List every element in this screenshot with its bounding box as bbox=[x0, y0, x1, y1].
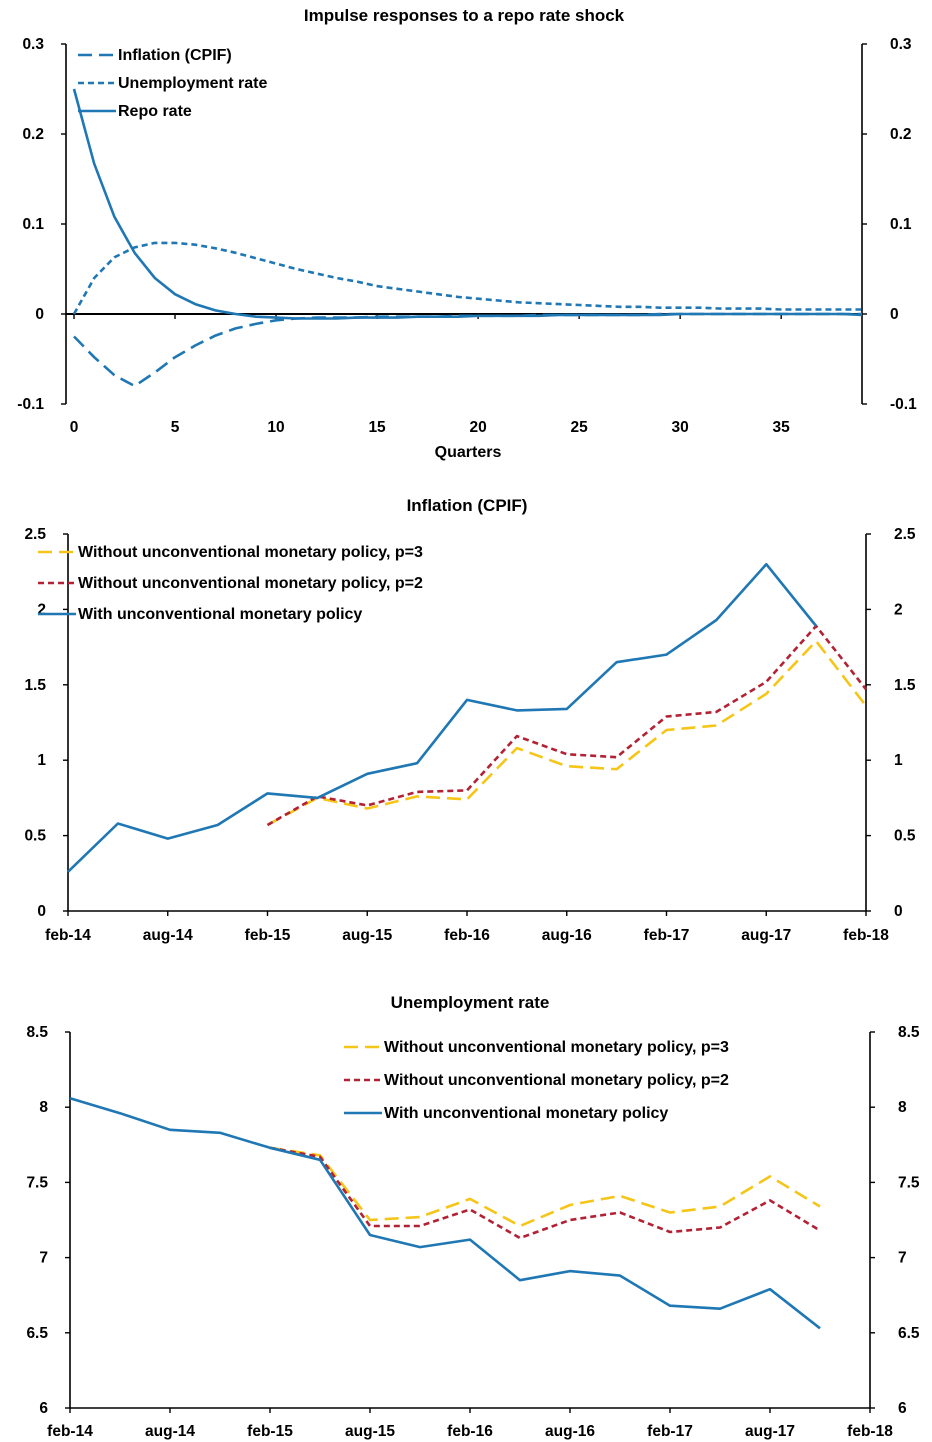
x-tick-label: 35 bbox=[773, 419, 791, 436]
x-tick-label: 5 bbox=[171, 419, 180, 436]
y-tick-label-left: 0.5 bbox=[24, 828, 46, 845]
legend-label: Without unconventional monetary policy, … bbox=[384, 1039, 729, 1056]
x-tick-label: aug-17 bbox=[741, 927, 791, 944]
chart-title: Unemployment rate bbox=[391, 993, 550, 1012]
x-tick-label: feb-18 bbox=[847, 1423, 893, 1440]
series-line-3 bbox=[72, 88, 863, 320]
x-tick-label: aug-16 bbox=[545, 1423, 595, 1440]
chart-title: Inflation (CPIF) bbox=[407, 496, 528, 515]
y-tick-label-left: 7 bbox=[39, 1250, 48, 1267]
y-tick-label-left: 1 bbox=[37, 752, 46, 769]
y-tick-label-right: 0.5 bbox=[894, 828, 916, 845]
x-tick-label: aug-17 bbox=[745, 1423, 795, 1440]
y-tick-label-left: 6 bbox=[39, 1400, 48, 1417]
x-tick-label: 10 bbox=[267, 419, 284, 436]
y-tick-label-left: 2 bbox=[37, 601, 46, 618]
y-tick-label-right: 1.5 bbox=[894, 677, 916, 694]
legend-label: With unconventional monetary policy bbox=[78, 606, 362, 623]
x-tick-label: feb-17 bbox=[647, 1423, 693, 1440]
chart-unemployment: Unemployment rate 6 6 6.5 6.5 7 7 7.5 7.5 8 8 8.5 8.… bbox=[26, 993, 920, 1440]
x-tick-label: 0 bbox=[70, 419, 79, 436]
y-tick-label-right: 6 bbox=[898, 1400, 907, 1417]
legend-label: Without unconventional monetary policy, … bbox=[384, 1072, 729, 1089]
y-tick-label-right: 7.5 bbox=[898, 1174, 920, 1191]
legend-label: Without unconventional monetary policy, … bbox=[78, 544, 423, 561]
series-line-1 bbox=[266, 639, 868, 827]
series-line-3 bbox=[67, 562, 818, 873]
x-tick-label: 30 bbox=[672, 419, 689, 436]
chart-title: Impulse responses to a repo rate shock bbox=[304, 6, 625, 25]
x-tick-label: aug-15 bbox=[342, 927, 392, 944]
y-tick-label-right: 7 bbox=[898, 1250, 907, 1267]
y-tick-label-right: 8.5 bbox=[898, 1024, 920, 1041]
y-tick-label-left: 0.1 bbox=[22, 216, 44, 233]
series-line-2 bbox=[266, 624, 868, 827]
series-line-3 bbox=[69, 1096, 821, 1330]
y-tick-label-left: 8 bbox=[39, 1099, 48, 1116]
x-tick-label: aug-15 bbox=[345, 1423, 395, 1440]
y-tick-label-right: 0 bbox=[894, 903, 903, 920]
y-tick-label-right: 1 bbox=[894, 752, 903, 769]
series-line-1 bbox=[73, 312, 862, 388]
x-tick-label: feb-16 bbox=[447, 1423, 493, 1440]
y-tick-label-right: 0 bbox=[890, 306, 899, 323]
x-tick-label: feb-16 bbox=[444, 927, 490, 944]
y-tick-label-right: 2 bbox=[894, 601, 903, 618]
y-tick-label-left: 0.2 bbox=[22, 126, 44, 143]
x-tick-label: aug-14 bbox=[143, 927, 193, 944]
y-tick-label-right: 2.5 bbox=[894, 526, 916, 543]
x-tick-label: feb-14 bbox=[45, 927, 91, 944]
y-tick-label-right: 0.3 bbox=[890, 36, 912, 53]
y-tick-label-right: 6.5 bbox=[898, 1325, 920, 1342]
chart-impulse-responses: Impulse responses to a repo rate shock -0… bbox=[17, 6, 917, 461]
legend-label: Repo rate bbox=[118, 103, 192, 120]
x-tick-label: feb-15 bbox=[247, 1423, 293, 1440]
y-tick-label-right: 0.2 bbox=[890, 126, 912, 143]
y-tick-label-left: 0.3 bbox=[22, 36, 44, 53]
series-line-2 bbox=[72, 241, 862, 315]
legend-label: With unconventional monetary policy bbox=[384, 1105, 668, 1122]
legend-label: Unemployment rate bbox=[118, 75, 267, 92]
legend-label: Inflation (CPIF) bbox=[118, 47, 232, 64]
y-tick-label-left: 0 bbox=[37, 903, 46, 920]
x-tick-label: aug-14 bbox=[145, 1423, 195, 1440]
y-tick-label-left: 0 bbox=[35, 306, 44, 323]
y-tick-label-left: 2.5 bbox=[24, 526, 46, 543]
x-tick-label: feb-18 bbox=[843, 927, 889, 944]
x-tick-label: feb-14 bbox=[47, 1423, 93, 1440]
x-tick-label: feb-15 bbox=[245, 927, 291, 944]
y-tick-label-left: 8.5 bbox=[26, 1024, 48, 1041]
x-tick-label: 20 bbox=[469, 419, 486, 436]
y-tick-label-right: 8 bbox=[898, 1099, 907, 1116]
x-axis-label: Quarters bbox=[435, 444, 502, 461]
x-tick-label: 15 bbox=[368, 419, 386, 436]
x-tick-label: 25 bbox=[571, 419, 589, 436]
chart-inflation: Inflation (CPIF) 0 0 0.5 0.5 1 1 1.5 1.5 2 2 2.5 2.5… bbox=[24, 496, 916, 944]
legend-label: Without unconventional monetary policy, … bbox=[78, 575, 423, 592]
x-tick-label: feb-17 bbox=[644, 927, 690, 944]
y-tick-label-left: 7.5 bbox=[26, 1174, 48, 1191]
series-line-2 bbox=[269, 1146, 821, 1240]
y-tick-label-right: 0.1 bbox=[890, 216, 912, 233]
y-tick-label-left: -0.1 bbox=[17, 396, 44, 413]
series-line-1 bbox=[269, 1146, 821, 1228]
x-tick-label: aug-16 bbox=[542, 927, 592, 944]
y-tick-label-left: 6.5 bbox=[26, 1325, 48, 1342]
y-tick-label-left: 1.5 bbox=[24, 677, 46, 694]
y-tick-label-right: -0.1 bbox=[890, 396, 917, 413]
